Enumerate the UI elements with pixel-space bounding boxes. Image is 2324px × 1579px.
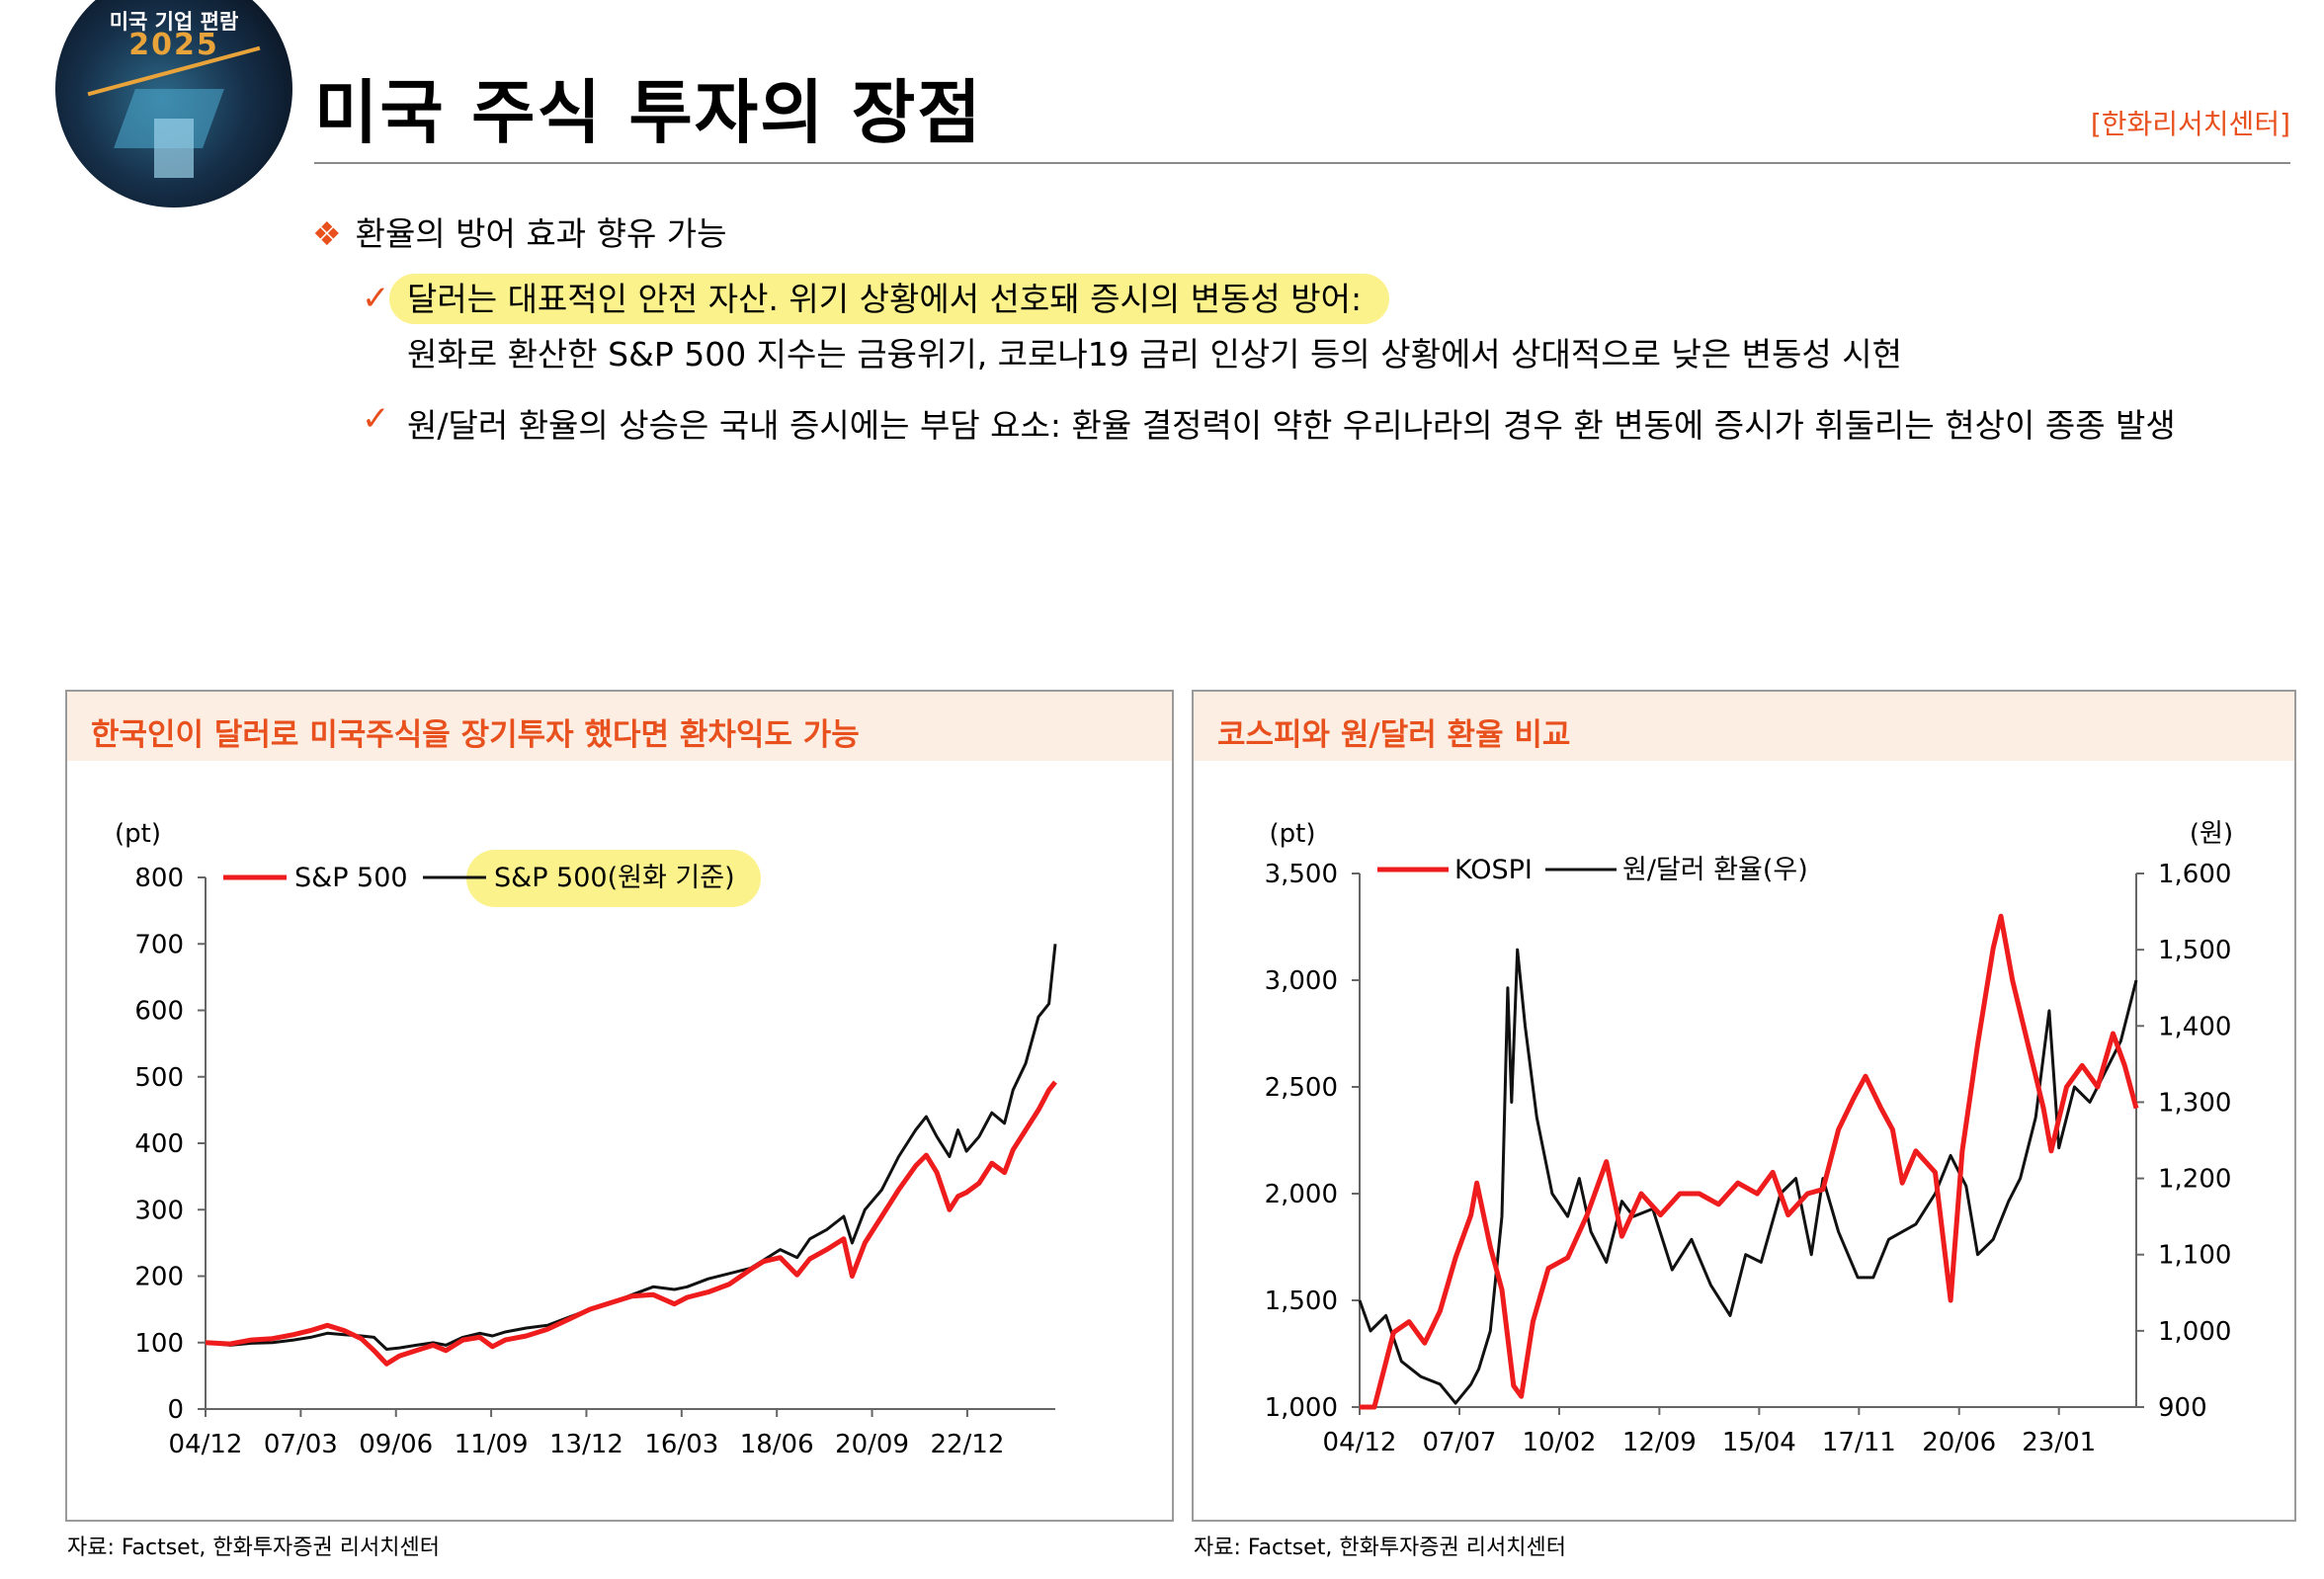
y-left-tick-label: 3,500: [1265, 860, 1338, 889]
x-tick-label: 07/07: [1423, 1428, 1497, 1457]
x-tick-label: 18/06: [740, 1430, 814, 1459]
panel-title: 한국인이 달러로 미국주식을 장기투자 했다면 환차익도 가능: [91, 717, 860, 753]
legend-label-sp500: S&P 500: [294, 863, 408, 893]
y-left-tick-label: 3,000: [1265, 966, 1338, 996]
y-tick-label: 100: [134, 1329, 184, 1359]
y-tick-label: 600: [134, 997, 184, 1027]
y-right-tick-label: 1,500: [2158, 936, 2231, 965]
checkmark-icon: ✓: [362, 279, 390, 318]
y-left-tick-label: 2,500: [1265, 1073, 1338, 1103]
sub-bullet-1-highlight: 달러는 대표적인 안전 자산. 위기 상황에서 선호돼 증시의 변동성 방어:: [389, 273, 1390, 324]
panel-header: 한국인이 달러로 미국주식을 장기투자 했다면 환차익도 가능: [67, 692, 1172, 761]
chart-source-left: 자료: Factset, 한화투자증권 리서치센터: [67, 1536, 440, 1560]
y-tick-label: 200: [134, 1263, 184, 1292]
y-right-tick-label: 1,100: [2158, 1241, 2231, 1271]
x-tick-label: 15/04: [1722, 1428, 1796, 1457]
series-line-kospi: [1360, 913, 2139, 1410]
diamond-bullet-icon: ❖: [312, 214, 342, 253]
x-tick-label: 07/03: [264, 1430, 338, 1459]
sub-bullet-1-detail: 원화로 환산한 S&P 500 지수는 금융위기, 코로나19 금리 인상기 등…: [407, 335, 1902, 374]
x-tick-label: 04/12: [169, 1430, 243, 1459]
logo-title: 미국 기업 편람: [109, 10, 239, 34]
series-line-sp500: [205, 1080, 1057, 1367]
x-tick-label: 20/06: [1922, 1428, 1996, 1457]
x-tick-label: 16/03: [644, 1430, 718, 1459]
y-tick-label: 300: [134, 1196, 184, 1225]
y-tick-label: 400: [134, 1129, 184, 1159]
x-tick-label: 09/06: [359, 1430, 433, 1459]
legend-label-kospi: KOSPI: [1454, 855, 1533, 885]
chart-panel-kospi: 코스피와 원/달러 환율 비교 (pt) (원) 1,000 1,500 2,000 2,…: [1192, 690, 2296, 1522]
sub-bullet-2: 원/달러 환율의 상승은 국내 증시에는 부담 요소: 환율 결정력이 약한 우…: [407, 406, 2176, 445]
highlighted-text: 달러는 대표적인 안전 자산. 위기 상황에서 선호돼 증시의 변동성 방어:: [389, 274, 1390, 324]
y-right-tick-label: 1,400: [2158, 1012, 2231, 1041]
y-right-tick-label: 1,000: [2158, 1317, 2231, 1347]
x-tick-label: 22/12: [930, 1430, 1004, 1459]
source-tag: [한화리서치센터]: [2090, 108, 2290, 140]
x-tick-label: 20/09: [835, 1430, 909, 1459]
series-line-sp500-krw: [205, 944, 1057, 1351]
page-title: 미국 주식 투자의 장점: [314, 72, 983, 153]
y-left-tick-label: 1,000: [1265, 1393, 1338, 1423]
main-bullet-text: 환율의 방어 효과 향유 가능: [355, 214, 727, 253]
chart-source-right: 자료: Factset, 한화투자증권 리서치센터: [1194, 1536, 1566, 1560]
x-tick-label: 10/02: [1523, 1428, 1597, 1457]
x-tick-label: 12/09: [1622, 1428, 1697, 1457]
chart-panel-sp500: 한국인이 달러로 미국주식을 장기투자 했다면 환차익도 가능 (pt) 0 100…: [65, 690, 1174, 1522]
y-right-tick-label: 1,200: [2158, 1165, 2231, 1195]
report-logo: 미국 기업 편람 2025: [55, 0, 292, 208]
y-tick-label: 500: [134, 1063, 184, 1093]
series-line-usdkrw: [1358, 948, 2138, 1405]
legend-label-sp500-krw: S&P 500(원화 기준): [494, 863, 735, 893]
x-tick-label: 11/09: [455, 1430, 529, 1459]
title-divider: [314, 162, 2290, 164]
logo-decoration: [154, 119, 194, 178]
x-tick-label: 17/11: [1822, 1428, 1896, 1457]
y-right-unit-label: (원): [2190, 819, 2233, 849]
y-tick-label: 800: [134, 864, 184, 893]
x-tick-label: 13/12: [549, 1430, 623, 1459]
y-tick-label: 700: [134, 930, 184, 959]
logo-year: 2025: [128, 28, 219, 62]
x-tick-label: 04/12: [1323, 1428, 1397, 1457]
checkmark-icon: ✓: [362, 399, 390, 439]
y-tick-label: 0: [167, 1395, 184, 1425]
sp500-chart: (pt) 0 100 200 300 400 500 600 700 800 04/12 07/03 0…: [115, 819, 1057, 1459]
panel-header: 코스피와 원/달러 환율 비교: [1194, 692, 2294, 761]
main-bullet: ❖ 환율의 방어 효과 향유 가능: [312, 208, 727, 255]
y-left-tick-label: 2,000: [1265, 1180, 1338, 1209]
kospi-fx-chart: (pt) (원) 1,000 1,500 2,000 2,500 3,000 3,500 900…: [1265, 819, 2234, 1457]
y-right-tick-label: 1,600: [2158, 860, 2231, 889]
x-tick-label: 23/01: [2022, 1428, 2096, 1457]
y-left-unit-label: (pt): [1270, 819, 1316, 849]
y-unit-label: (pt): [115, 819, 161, 849]
panel-title: 코스피와 원/달러 환율 비교: [1217, 717, 1571, 753]
legend-highlight: [466, 850, 761, 907]
y-left-tick-label: 1,500: [1265, 1287, 1338, 1316]
legend-label-usdkrw: 원/달러 환율(우): [1622, 855, 1808, 885]
y-right-tick-label: 1,300: [2158, 1088, 2231, 1118]
y-right-tick-label: 900: [2158, 1393, 2207, 1423]
